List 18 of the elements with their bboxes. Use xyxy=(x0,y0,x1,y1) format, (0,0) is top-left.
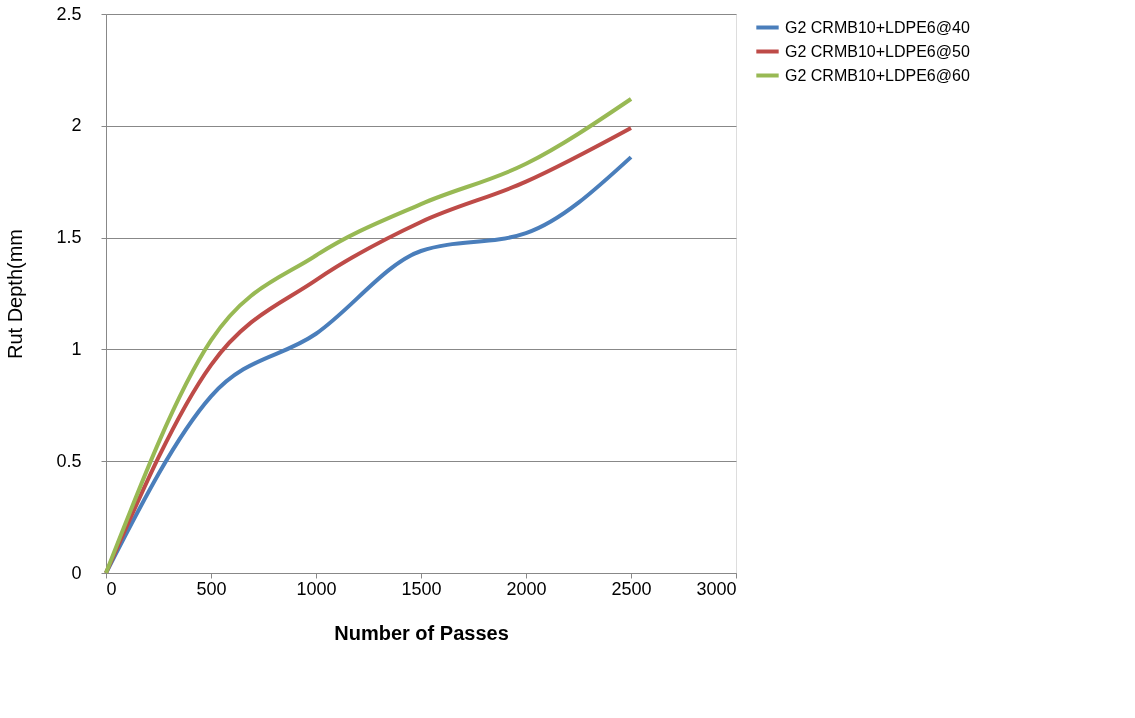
legend-label: G2 CRMB10+LDPE6@50 xyxy=(785,42,970,60)
y-axis-title: Rut Depth(mm xyxy=(4,228,27,360)
legend-label: G2 CRMB10+LDPE6@60 xyxy=(785,66,970,84)
y-tick-label: 0.5 xyxy=(56,450,82,471)
y-tick-label: 2.5 xyxy=(56,3,82,24)
x-axis-title: Number of Passes xyxy=(334,621,509,644)
legend-label: G2 CRMB10+LDPE6@40 xyxy=(785,18,970,36)
x-tick-label: 500 xyxy=(196,578,227,599)
y-tick-label: 1 xyxy=(71,338,82,359)
x-tick-label: 2500 xyxy=(611,578,652,599)
x-tick-label: 1500 xyxy=(401,578,442,599)
x-tick-label: 3000 xyxy=(696,578,737,599)
y-tick-label: 2 xyxy=(71,115,82,136)
y-tick-label: 0 xyxy=(71,562,82,583)
x-tick-label: 0 xyxy=(106,578,117,599)
x-tick-label: 2000 xyxy=(506,578,547,599)
x-tick-label: 1000 xyxy=(296,578,337,599)
y-tick-label: 1.5 xyxy=(56,227,82,248)
